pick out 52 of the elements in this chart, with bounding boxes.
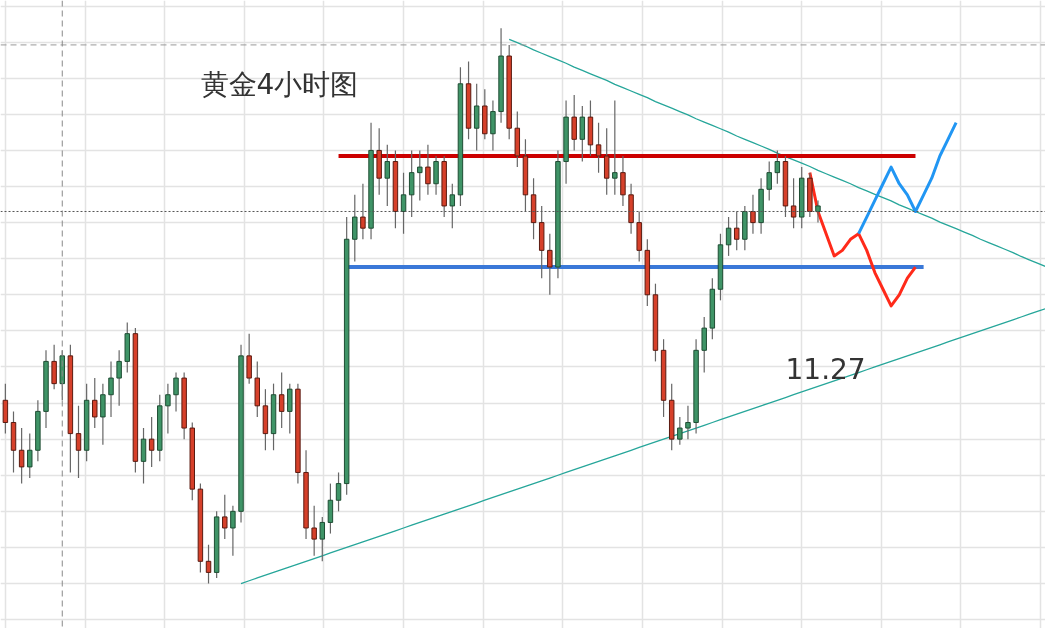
candlestick: [140, 427, 147, 485]
candlestick: [116, 349, 122, 407]
candlestick: [433, 155, 439, 196]
candlestick: [230, 505, 236, 557]
candlestick: [51, 344, 57, 390]
candlestick: [352, 194, 358, 263]
candlestick: [620, 155, 626, 207]
candlestick: [408, 149, 415, 218]
candlestick: [360, 183, 366, 240]
candlestick: [311, 505, 317, 557]
candlestick: [222, 494, 228, 540]
candlestick: [603, 127, 610, 196]
candlestick: [733, 210, 740, 251]
candlestick: [108, 360, 114, 418]
candlestick: [287, 383, 293, 435]
candlestick: [400, 172, 407, 235]
candlestick: [774, 149, 781, 185]
candlestick: [100, 383, 106, 446]
text: 黄金4小时图: [200, 67, 359, 101]
candlestick: [75, 405, 82, 479]
candlestick: [417, 149, 423, 201]
candlestick: [595, 122, 602, 174]
candlestick: [750, 194, 756, 235]
candlestick: [612, 99, 618, 196]
candlestick: [701, 316, 707, 374]
candlestick: [27, 433, 33, 479]
candlestick: [384, 144, 391, 207]
candlestick: [278, 371, 285, 429]
candlestick: [766, 160, 772, 201]
candlestick: [425, 144, 431, 196]
candlestick: [790, 177, 797, 229]
candlestick: [685, 405, 691, 440]
candlestick: [677, 416, 683, 446]
candlestick: [473, 83, 480, 152]
candlestick: [547, 233, 553, 296]
annotation: 11.27: [785, 352, 866, 386]
candlestick: [205, 544, 212, 585]
candlestick: [246, 333, 252, 385]
candlestick: [165, 383, 171, 435]
candlestick: [571, 94, 577, 152]
candlestick: [173, 371, 179, 412]
candlestick: [490, 99, 496, 152]
candlestick: [579, 105, 586, 163]
candlestick: [18, 427, 25, 485]
candlestick: [92, 377, 98, 429]
candlestick: [449, 183, 456, 229]
candlestick: [148, 416, 155, 468]
candlestick: [335, 471, 342, 512]
candlestick: [319, 516, 326, 562]
candlestick: [2, 383, 9, 435]
candlestick: [815, 199, 821, 224]
candlestick: [327, 482, 334, 535]
